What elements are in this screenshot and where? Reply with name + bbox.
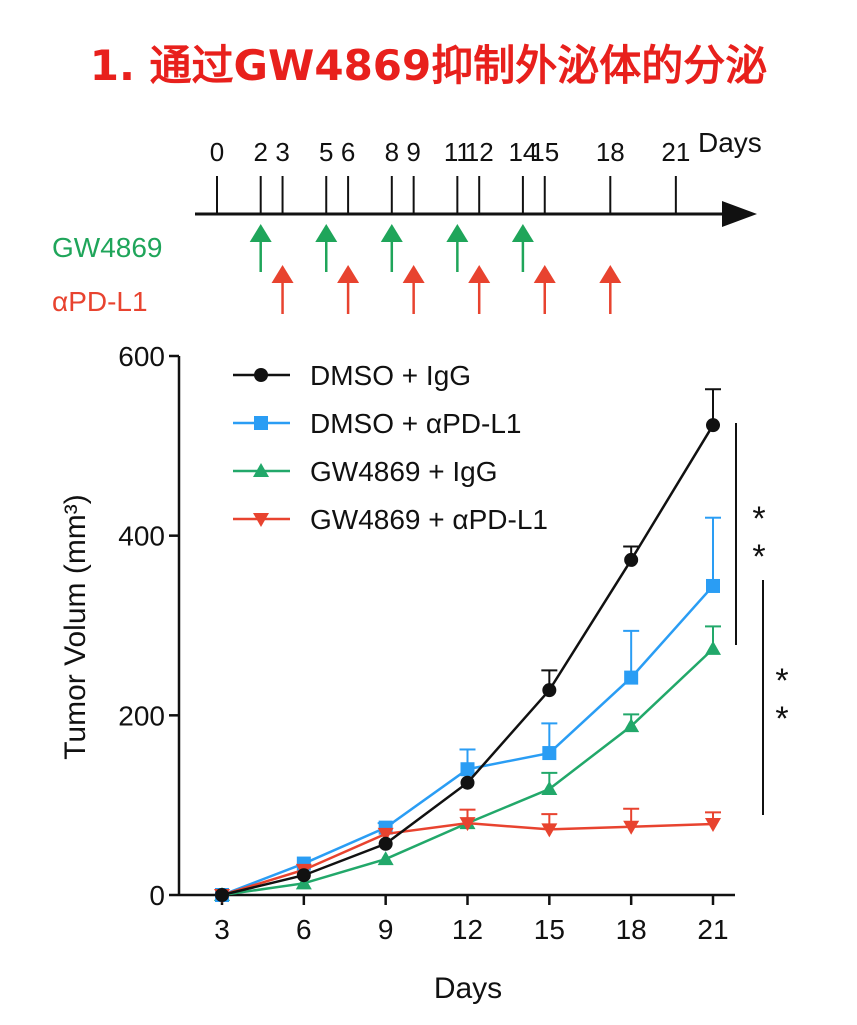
y-tick-label: 0 (149, 880, 165, 911)
timeline-tick-label: 0 (210, 137, 224, 167)
data-point (296, 868, 311, 883)
data-point (623, 718, 640, 733)
y-axis-title: Tumor Volum (mm³) (59, 494, 92, 760)
data-point (542, 746, 557, 761)
legend-marker (254, 368, 268, 382)
timeline-tick-label: 3 (275, 137, 289, 167)
y-tick-label: 200 (118, 700, 165, 731)
apdl1-dose-arrow-icon (599, 265, 622, 283)
legend-label: GW4869 + IgG (310, 456, 498, 487)
data-point (706, 578, 720, 593)
gw4869-dose-arrow-icon (249, 224, 272, 242)
y-tick-label: 400 (118, 521, 165, 552)
x-tick-label: 18 (616, 914, 647, 945)
legend-marker (253, 513, 269, 527)
timeline-unit-label: Days (698, 127, 762, 158)
gw4869-dose-arrow-icon (380, 224, 403, 242)
legend-marker (253, 463, 269, 477)
data-point (624, 670, 639, 685)
legend-label: GW4869 + αPD-L1 (310, 504, 548, 535)
gw4869-dose-arrow-icon (446, 224, 469, 242)
gw4869-dose-arrow-icon (315, 224, 338, 242)
data-point (377, 827, 394, 842)
series-dmso-igg (215, 388, 721, 902)
apdl1-dose-arrow-icon (533, 265, 556, 283)
data-point (541, 823, 558, 838)
apdl1-dose-arrow-icon (271, 265, 294, 283)
tumor-volume-chart: 0 200 400 600 3 6 9 12 15 18 21 Days Tumor Volum (mm… (59, 341, 789, 1005)
timeline-tick-label: 15 (530, 137, 559, 167)
legend-marker (254, 416, 268, 430)
series-dmso-pd-l1 (215, 516, 721, 902)
x-tick-label: 6 (296, 914, 312, 945)
apdl1-dose-arrow-icon (402, 265, 425, 283)
data-point (295, 875, 312, 890)
page-title: 1. 通过GW4869抑制外泌体的分泌 (89, 41, 768, 90)
timeline-tick-label: 14 (508, 137, 537, 167)
timeline-tick-label: 18 (596, 137, 625, 167)
timeline-tick-label: 6 (341, 137, 355, 167)
timeline-tick-label: 5 (319, 137, 333, 167)
data-point (460, 775, 475, 790)
timeline-tick-label: 11 (444, 137, 471, 167)
x-tick-label: 21 (697, 914, 728, 945)
series-line (221, 585, 714, 897)
x-tick-label: 15 (534, 914, 565, 945)
timeline-tick-label: 9 (406, 137, 420, 167)
x-axis-title: Days (434, 972, 502, 1005)
x-tick-label: 9 (378, 914, 394, 945)
timeline-tick-label: 2 (253, 137, 267, 167)
data-point (542, 683, 557, 698)
timeline-tick-label: 12 (465, 137, 494, 167)
apdl1-dose-arrow-icon (337, 265, 360, 283)
data-point (378, 836, 393, 851)
data-point (215, 888, 229, 902)
data-point (459, 817, 476, 832)
significance-label: * (775, 662, 788, 700)
data-point (706, 418, 720, 433)
apdl1-dose-arrow-icon (468, 265, 491, 283)
x-tick-label: 12 (452, 914, 483, 945)
x-tick-label: 3 (214, 914, 230, 945)
significance-label: * (752, 538, 765, 576)
timeline-arrowhead-icon (722, 201, 757, 227)
significance-label: * (775, 700, 788, 738)
data-point (623, 820, 640, 835)
apdl1-label: αPD-L1 (52, 286, 148, 317)
significance-label: * (752, 500, 765, 538)
timeline-tick-label: 21 (661, 137, 690, 167)
data-point (705, 640, 721, 655)
data-point (541, 780, 558, 795)
gw4869-dose-arrow-icon (511, 224, 534, 242)
legend-label: DMSO + IgG (310, 360, 471, 391)
data-point (377, 851, 394, 866)
data-point (460, 762, 475, 777)
gw4869-label: GW4869 (52, 232, 163, 263)
series-gw4869-pd-l1 (214, 807, 721, 903)
legend: DMSO + IgG DMSO + αPD-L1 GW4869 + IgG GW486… (233, 360, 548, 535)
timeline-tick-label: 8 (385, 137, 399, 167)
data-point (624, 552, 639, 567)
y-tick-label: 600 (118, 341, 165, 372)
data-point (705, 818, 721, 833)
legend-label: DMSO + αPD-L1 (310, 408, 521, 439)
